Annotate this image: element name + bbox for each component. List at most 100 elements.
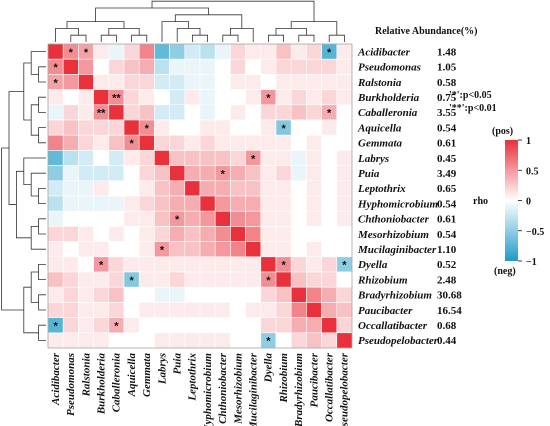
heatmap-cell	[260, 134, 277, 151]
heatmap-cell	[123, 165, 140, 182]
heatmap-cell	[199, 332, 216, 349]
dendrogram-branch	[38, 294, 46, 311]
heatmap-cell	[108, 180, 125, 197]
heatmap-cell	[138, 104, 155, 121]
heatmap-cell	[154, 317, 170, 334]
heatmap-cell	[245, 241, 262, 258]
heatmap-cell	[62, 271, 79, 288]
heatmap-cell	[230, 317, 246, 334]
heatmap-cell	[184, 256, 201, 273]
abundance-values: 1.48 1.05 0.58 0.75 3.55 0.54 0.61 0.45 3.49 0.65…	[437, 46, 462, 347]
heatmap-cell	[230, 210, 246, 227]
heatmap-cell	[321, 210, 338, 227]
dendrogram-branch	[23, 157, 46, 185]
heatmap-cell	[93, 74, 110, 90]
heatmap-cell	[306, 43, 322, 60]
heatmap-cell	[78, 119, 94, 136]
row-label: Puia	[358, 168, 380, 180]
heatmap-cell	[93, 89, 110, 106]
heatmap-cell	[214, 302, 231, 318]
heatmap-cell	[62, 195, 79, 212]
heatmap-cell	[306, 226, 322, 242]
column-label: Paucibacter	[308, 352, 320, 407]
heatmap-cell	[154, 286, 170, 303]
heatmap-stars: * * ***** *** ** ******* * ** ** **	[53, 47, 347, 348]
heatmap-cell	[123, 302, 140, 318]
heatmap-cell	[306, 89, 322, 106]
heatmap-cell	[47, 286, 64, 303]
heatmap-cell	[230, 180, 246, 197]
heatmap-cell	[62, 226, 79, 242]
heatmap-cell	[214, 241, 231, 258]
heatmap-cell	[123, 195, 140, 212]
heatmap-cell	[184, 195, 201, 212]
heatmap-cell	[154, 180, 170, 197]
heatmap-cell	[93, 134, 110, 151]
heatmap-cell	[260, 226, 277, 242]
column-label: Leptothrix	[187, 353, 199, 402]
heatmap-cell	[93, 165, 110, 182]
heatmap-cell	[214, 286, 231, 303]
heatmap-cell	[214, 43, 231, 60]
heatmap-cell	[214, 210, 231, 227]
heatmap-cell	[230, 58, 246, 75]
colorbar-title: rho	[473, 196, 488, 207]
heatmap-cell	[169, 43, 186, 60]
heatmap-cell	[47, 119, 64, 136]
heatmap-cell	[260, 150, 277, 166]
significance-marker: *	[99, 260, 104, 272]
row-label: Chthoniobacter	[358, 214, 430, 226]
column-label: Rhizobium	[278, 353, 290, 404]
abundance-value: 16.54	[437, 305, 462, 317]
heatmap-cell	[123, 317, 140, 334]
heatmap-cell	[154, 165, 170, 182]
significance-marker: *	[160, 244, 165, 256]
heatmap-cell	[230, 241, 246, 258]
significance-marker: *	[129, 138, 134, 150]
dendrogram-branch	[108, 28, 140, 36]
heatmap-cell	[47, 210, 64, 227]
heatmap-cell	[138, 58, 155, 75]
abundance-value: 3.49	[437, 168, 457, 180]
heatmap-cell	[290, 43, 307, 60]
heatmap-cell	[321, 89, 338, 106]
heatmap-cell	[138, 271, 155, 288]
heatmap-cell	[78, 302, 94, 318]
heatmap-cell	[62, 302, 79, 318]
heatmap-cell	[154, 104, 170, 121]
heatmap-cell	[47, 43, 64, 60]
heatmap-cell	[62, 286, 79, 303]
heatmap-cell	[123, 256, 140, 273]
heatmap-cell	[230, 134, 246, 151]
relative-abundance-header: Relative Abundance(%)	[375, 26, 478, 37]
heatmap-cell	[290, 165, 307, 182]
heatmap-cell	[78, 134, 94, 151]
heatmap-cell	[336, 165, 353, 182]
heatmap-cell	[78, 165, 94, 182]
heatmap-cells	[47, 43, 353, 349]
heatmap-cell	[245, 180, 262, 197]
heatmap-cell	[138, 43, 155, 60]
heatmap-cell	[138, 302, 155, 318]
heatmap-cell	[184, 180, 201, 197]
heatmap-cell	[306, 74, 322, 90]
heatmap-cell	[306, 256, 322, 273]
heatmap-cell	[47, 195, 64, 212]
heatmap-cell	[260, 256, 277, 273]
heatmap-cell	[184, 43, 201, 60]
heatmap-cell	[93, 43, 110, 60]
abundance-value: 30.68	[437, 290, 462, 302]
heatmap-cell	[306, 302, 322, 318]
heatmap-cell	[62, 134, 79, 151]
heatmap-cell	[184, 226, 201, 242]
significance-marker: *	[53, 320, 58, 332]
significance-marker: *	[281, 123, 286, 135]
row-label: Pseudomonas	[358, 62, 421, 74]
heatmap-cell	[275, 286, 292, 303]
heatmap-cell	[123, 286, 140, 303]
heatmap-cell	[199, 317, 216, 334]
heatmap-cell	[123, 150, 140, 166]
heatmap-cell	[199, 271, 216, 288]
heatmap-cell	[138, 210, 155, 227]
colorbar-tick-label: 0.5	[526, 166, 539, 177]
